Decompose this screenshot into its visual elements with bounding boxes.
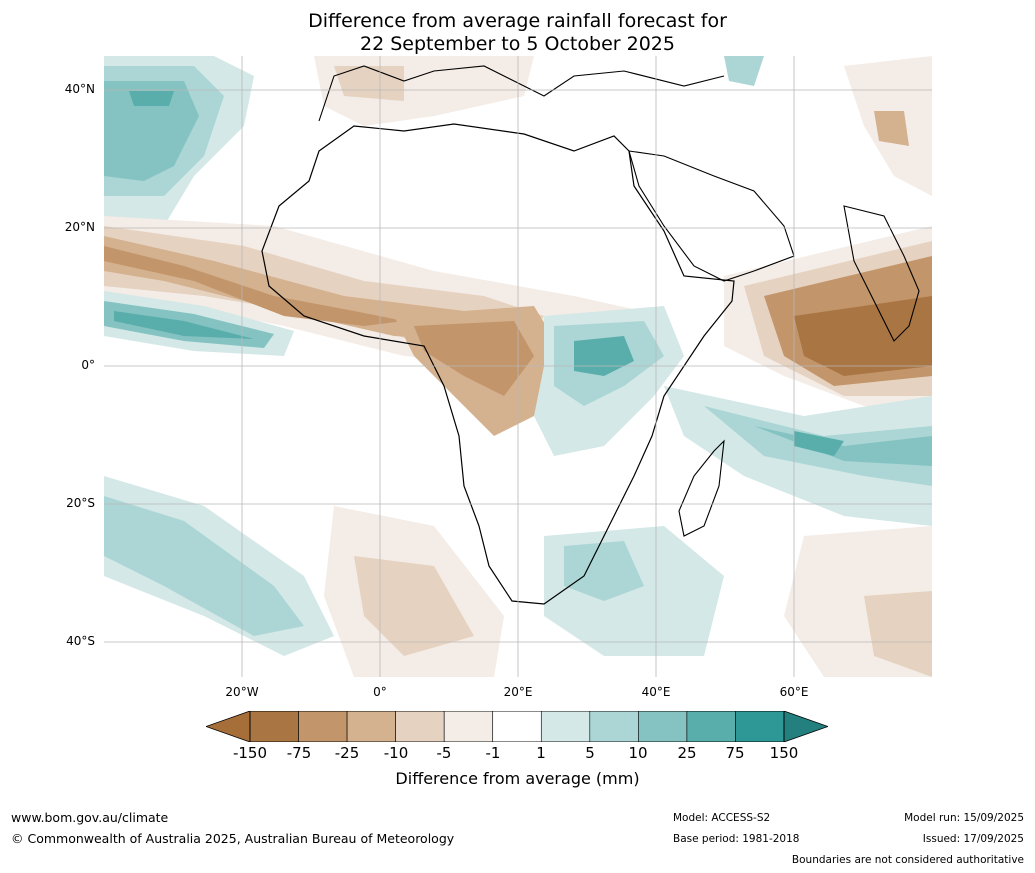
lat-label-20n: 20°N <box>64 220 95 234</box>
rainfall-anomaly-map <box>104 56 932 677</box>
colorbar-segment <box>540 711 591 742</box>
colorbar-tick: 1 <box>536 744 546 762</box>
colorbar-tick: 150 <box>769 744 799 762</box>
colorbar-segment <box>395 711 445 742</box>
colorbar-segments <box>249 711 785 742</box>
colorbar-segment <box>638 711 688 742</box>
lat-label-40s: 40°S <box>66 634 95 648</box>
lat-label-20s: 20°S <box>66 496 95 510</box>
colorbar-segment <box>589 711 639 742</box>
lon-label-60e: 60°E <box>779 685 809 699</box>
madagascar-coastline <box>678 439 725 537</box>
lon-label-20w: 20°W <box>225 685 259 699</box>
issued-text: Issued: 17/09/2025 <box>922 833 1024 845</box>
colorbar-tick: -5 <box>436 744 452 762</box>
colorbar-tick: 10 <box>628 744 648 762</box>
colorbar-tick: 25 <box>677 744 697 762</box>
disclaimer-text: Boundaries are not considered authoritat… <box>791 854 1024 866</box>
colorbar-segment <box>492 711 542 742</box>
india-coastline <box>843 205 920 342</box>
colorbar-segment <box>346 711 396 742</box>
lat-label-40n: 40°N <box>64 82 95 96</box>
colorbar-extend-high <box>783 711 828 742</box>
colorbar-tick: -75 <box>286 744 312 762</box>
lon-label-0: 0° <box>373 685 387 699</box>
graticule <box>104 56 932 677</box>
africa-coastline <box>261 123 735 605</box>
colorbar-segment <box>249 711 299 742</box>
copyright-text: © Commonwealth of Australia 2025, Austra… <box>11 831 455 846</box>
colorbar-label: Difference from average (mm) <box>395 769 640 788</box>
colorbar-tick: 5 <box>585 744 595 762</box>
arabia-coastline <box>628 150 795 282</box>
model-text: Model: ACCESS-S2 <box>673 812 771 824</box>
website-text: www.bom.gov.au/climate <box>11 810 169 825</box>
lat-label-0: 0° <box>81 358 95 372</box>
base-period-text: Base period: 1981-2018 <box>673 833 800 845</box>
map-canvas <box>104 56 932 677</box>
colorbar-tick: -10 <box>383 744 409 762</box>
lon-label-40e: 40°E <box>641 685 671 699</box>
colorbar-segment <box>443 711 494 742</box>
colorbar-tick: -1 <box>485 744 501 762</box>
title-line-2: 22 September to 5 October 2025 <box>360 33 675 55</box>
colorbar <box>206 711 828 742</box>
colorbar-extend-low <box>206 711 251 742</box>
title-line-1: Difference from average rainfall forecas… <box>308 10 727 32</box>
colorbar-segment <box>298 711 348 742</box>
colorbar-tick: -150 <box>232 744 268 762</box>
europe-coastline <box>318 65 725 122</box>
model-run-text: Model run: 15/09/2025 <box>904 812 1024 824</box>
colorbar-segment <box>686 711 736 742</box>
colorbar-tick: -25 <box>334 744 360 762</box>
lon-label-20e: 20°E <box>503 685 533 699</box>
colorbar-segment <box>735 711 785 742</box>
anomaly-shading <box>104 56 932 677</box>
map-title: Difference from average rainfall forecas… <box>0 10 1035 56</box>
colorbar-tick: 75 <box>725 744 745 762</box>
